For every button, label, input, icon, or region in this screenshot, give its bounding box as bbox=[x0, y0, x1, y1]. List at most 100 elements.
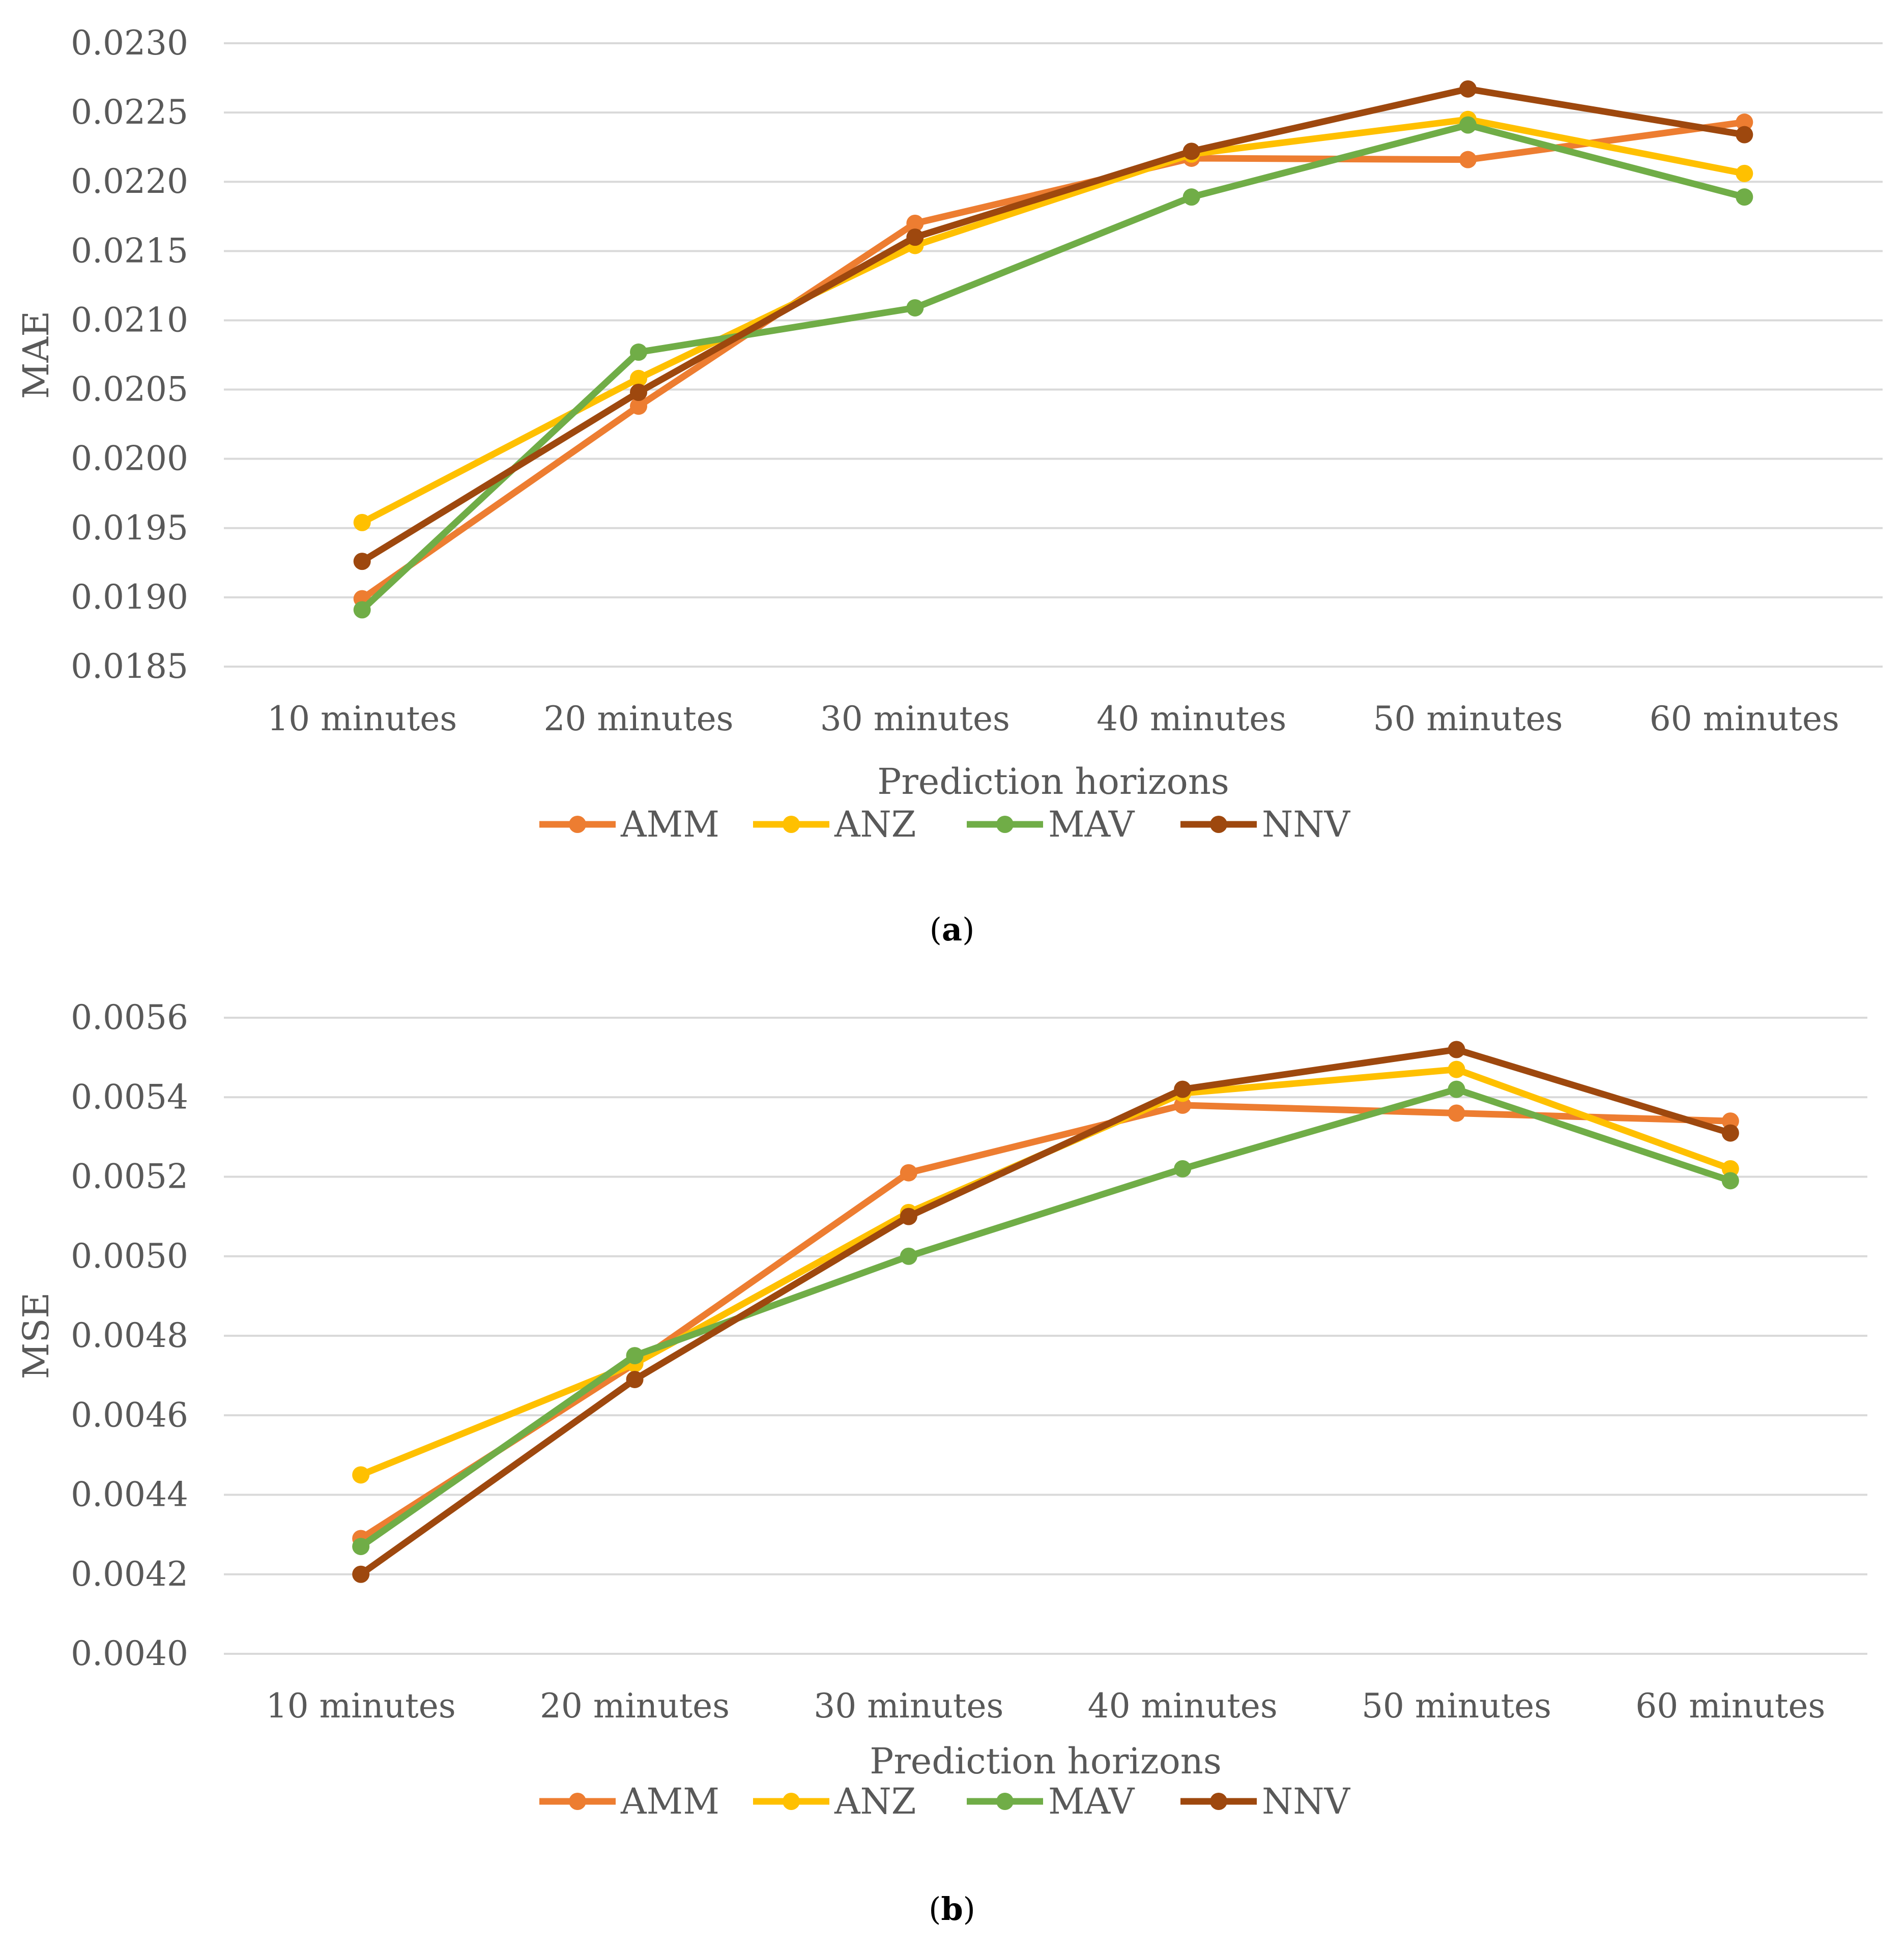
legend-label-mav: MAV bbox=[1048, 803, 1135, 845]
y-tick-label: 0.0230 bbox=[71, 23, 188, 63]
legend-label-mav: MAV bbox=[1048, 1781, 1135, 1822]
x-axis-title: Prediction horizons bbox=[870, 1740, 1222, 1782]
legend-marker-anz bbox=[783, 1793, 800, 1810]
series-line-anz bbox=[357, 1066, 1734, 1478]
legend-label-nnv: NNV bbox=[1262, 1781, 1351, 1822]
data-point-nnv bbox=[1448, 1041, 1465, 1058]
x-tick-label: 40 minutes bbox=[1088, 1686, 1278, 1726]
data-point-amm bbox=[900, 1164, 917, 1182]
panel-label-a: a bbox=[941, 911, 963, 948]
y-tick-label: 0.0190 bbox=[71, 578, 188, 617]
data-point-nnv bbox=[1174, 1080, 1192, 1098]
data-point-mav bbox=[630, 343, 647, 361]
data-point-mav bbox=[1448, 1080, 1465, 1098]
x-tick-label: 20 minutes bbox=[543, 699, 733, 738]
y-tick-label: 0.0056 bbox=[71, 998, 188, 1037]
legend-label-anz: ANZ bbox=[834, 1781, 916, 1822]
data-point-amm bbox=[1721, 1112, 1739, 1130]
x-tick-label: 50 minutes bbox=[1373, 699, 1563, 738]
y-tick-label: 0.0225 bbox=[71, 93, 188, 132]
chart-panel-a: 0.0185 0.0190 0.0195 0.0200 0.0205 0.0210 0.02… bbox=[0, 0, 1904, 967]
data-point-amm bbox=[906, 214, 924, 232]
data-point-nnv bbox=[1182, 142, 1200, 160]
series-line-nnv bbox=[359, 85, 1748, 565]
legend-marker-amm bbox=[569, 1793, 586, 1810]
mae-line-chart: 0.0185 0.0190 0.0195 0.0200 0.0205 0.0210 0.02… bbox=[15, 23, 1883, 845]
x-tick-label: 60 minutes bbox=[1635, 1686, 1825, 1726]
data-point-amm bbox=[1174, 1096, 1192, 1114]
data-point-mav bbox=[1721, 1172, 1739, 1190]
data-point-mav bbox=[1736, 188, 1753, 206]
chart-panel-b: 0.0040 0.0042 0.0044 0.0046 0.0048 0.0050 0.00… bbox=[0, 977, 1904, 1944]
legend-marker-amm bbox=[569, 816, 586, 833]
y-tick-label: 0.0195 bbox=[71, 508, 188, 548]
x-tick-label: 20 minutes bbox=[540, 1686, 730, 1726]
series-line-mav bbox=[357, 1086, 1734, 1550]
series-line-nnv bbox=[357, 1046, 1734, 1578]
y-tick-label: 0.0054 bbox=[71, 1077, 188, 1116]
x-tick-label: 60 minutes bbox=[1650, 699, 1839, 738]
y-tick-label: 0.0052 bbox=[71, 1157, 188, 1196]
legend-marker-nnv bbox=[1210, 816, 1227, 833]
x-axis-title: Prediction horizons bbox=[877, 761, 1229, 802]
y-tick-label: 0.0215 bbox=[71, 231, 188, 270]
y-tick-label: 0.0205 bbox=[71, 370, 188, 409]
series-line-mav bbox=[359, 122, 1748, 613]
data-point-mav bbox=[353, 601, 371, 619]
legend-marker-mav bbox=[996, 1793, 1014, 1810]
data-point-anz bbox=[1448, 1060, 1465, 1078]
panel-caption-b: (b) bbox=[929, 1890, 975, 1928]
series-line-anz bbox=[359, 116, 1748, 526]
y-tick-label: 0.0044 bbox=[71, 1475, 188, 1514]
x-tick-label: 10 minutes bbox=[266, 1686, 456, 1726]
mse-line-chart: 0.0040 0.0042 0.0044 0.0046 0.0048 0.0050 0.00… bbox=[15, 998, 1867, 1822]
y-tick-label: 0.0046 bbox=[71, 1395, 188, 1434]
data-point-mav bbox=[1182, 188, 1200, 206]
data-point-nnv bbox=[906, 228, 924, 246]
data-point-nnv bbox=[630, 384, 647, 401]
panel-label-b: b bbox=[941, 1890, 963, 1928]
data-point-nnv bbox=[626, 1370, 644, 1388]
y-tick-label: 0.0185 bbox=[71, 647, 188, 686]
data-point-nnv bbox=[352, 1565, 370, 1583]
data-point-amm bbox=[1448, 1104, 1465, 1122]
y-tick-label: 0.0200 bbox=[71, 439, 188, 478]
data-point-anz bbox=[630, 369, 647, 387]
series-line-amm bbox=[357, 1102, 1734, 1542]
data-point-nnv bbox=[1459, 80, 1477, 98]
data-point-anz bbox=[352, 1466, 370, 1484]
legend-marker-nnv bbox=[1210, 1793, 1227, 1810]
legend-label-nnv: NNV bbox=[1262, 803, 1351, 845]
data-point-mav bbox=[900, 1247, 917, 1265]
y-tick-label: 0.0050 bbox=[71, 1237, 188, 1276]
data-point-anz bbox=[1736, 164, 1753, 182]
data-point-amm bbox=[630, 397, 647, 415]
y-tick-label: 0.0048 bbox=[71, 1316, 188, 1355]
data-point-amm bbox=[1736, 113, 1753, 131]
y-tick-label: 0.0210 bbox=[71, 300, 188, 339]
x-tick-label: 40 minutes bbox=[1097, 699, 1286, 738]
data-point-nnv bbox=[1721, 1124, 1739, 1142]
y-tick-label: 0.0042 bbox=[71, 1555, 188, 1594]
data-point-anz bbox=[353, 513, 371, 531]
y-axis-title: MSE bbox=[15, 1293, 57, 1380]
data-point-nnv bbox=[900, 1208, 917, 1225]
data-point-anz bbox=[1721, 1160, 1739, 1178]
x-tick-label: 30 minutes bbox=[814, 1686, 1003, 1726]
data-point-nnv bbox=[1736, 126, 1753, 143]
legend-marker-mav bbox=[996, 816, 1014, 833]
legend-marker-anz bbox=[783, 816, 800, 833]
x-tick-label: 30 minutes bbox=[820, 699, 1010, 738]
y-tick-label: 0.0040 bbox=[71, 1634, 188, 1673]
data-point-amm bbox=[1459, 151, 1477, 168]
data-point-mav bbox=[906, 299, 924, 317]
data-point-mav bbox=[352, 1538, 370, 1556]
data-point-nnv bbox=[353, 553, 371, 570]
legend-label-amm: AMM bbox=[620, 803, 719, 845]
x-tick-label: 10 minutes bbox=[267, 699, 457, 738]
x-tick-label: 50 minutes bbox=[1362, 1686, 1551, 1726]
data-point-mav bbox=[626, 1347, 644, 1365]
legend-label-anz: ANZ bbox=[834, 803, 916, 845]
y-tick-label: 0.0220 bbox=[71, 162, 188, 201]
legend-label-amm: AMM bbox=[620, 1781, 719, 1822]
